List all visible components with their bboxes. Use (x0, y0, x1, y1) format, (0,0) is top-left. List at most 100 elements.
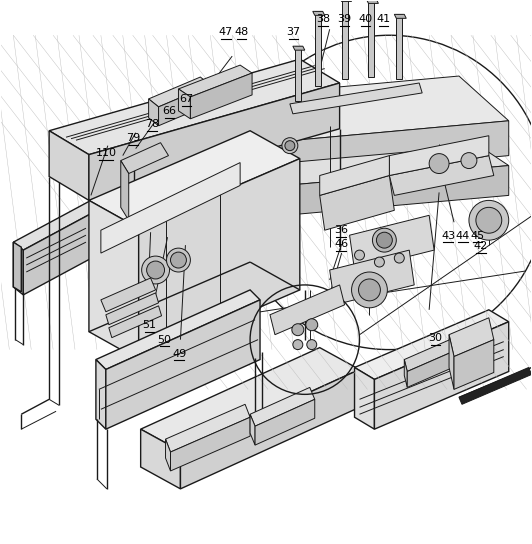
Polygon shape (285, 165, 509, 215)
Polygon shape (106, 293, 159, 325)
Polygon shape (375, 322, 509, 429)
Circle shape (394, 253, 404, 263)
Polygon shape (354, 368, 375, 429)
Polygon shape (320, 176, 394, 230)
Polygon shape (165, 404, 250, 452)
Text: 51: 51 (143, 320, 156, 330)
Polygon shape (190, 73, 252, 119)
Polygon shape (449, 318, 494, 356)
Polygon shape (255, 165, 285, 215)
Polygon shape (165, 439, 170, 471)
Circle shape (167, 248, 190, 272)
Text: 66: 66 (163, 106, 177, 116)
Text: 43: 43 (441, 231, 455, 240)
Circle shape (307, 339, 317, 350)
Polygon shape (320, 156, 389, 195)
Circle shape (292, 324, 304, 336)
Text: 42: 42 (473, 242, 488, 251)
Polygon shape (389, 135, 489, 176)
Polygon shape (240, 96, 290, 176)
Polygon shape (404, 360, 408, 387)
Polygon shape (148, 99, 159, 126)
Polygon shape (49, 59, 339, 154)
Circle shape (377, 232, 392, 248)
Polygon shape (121, 143, 169, 174)
Polygon shape (250, 414, 255, 445)
Polygon shape (89, 200, 139, 360)
Circle shape (461, 153, 477, 169)
Circle shape (375, 257, 385, 267)
Text: 67: 67 (180, 94, 194, 104)
Polygon shape (89, 83, 339, 200)
Polygon shape (389, 156, 494, 195)
Polygon shape (109, 306, 162, 338)
Text: 48: 48 (235, 27, 249, 37)
Polygon shape (290, 121, 509, 176)
Polygon shape (96, 290, 260, 369)
Polygon shape (315, 11, 321, 86)
Polygon shape (449, 335, 454, 390)
Circle shape (293, 339, 303, 350)
Circle shape (354, 250, 364, 260)
Text: 44: 44 (456, 231, 470, 240)
Polygon shape (454, 339, 494, 390)
Circle shape (352, 272, 387, 308)
Polygon shape (178, 65, 252, 97)
Text: 40: 40 (359, 14, 372, 24)
Polygon shape (106, 300, 260, 429)
Text: 45: 45 (471, 231, 485, 240)
Circle shape (282, 138, 298, 153)
Polygon shape (240, 76, 509, 141)
Polygon shape (270, 285, 345, 335)
Polygon shape (354, 310, 509, 379)
Polygon shape (148, 77, 210, 107)
Polygon shape (290, 83, 422, 114)
Polygon shape (159, 85, 210, 126)
Polygon shape (140, 429, 180, 489)
Text: 39: 39 (337, 14, 352, 24)
Polygon shape (23, 208, 101, 295)
Polygon shape (342, 0, 347, 79)
Text: 110: 110 (96, 149, 117, 158)
Polygon shape (396, 14, 402, 79)
Text: 47: 47 (219, 27, 233, 37)
Polygon shape (49, 131, 89, 200)
Polygon shape (295, 46, 301, 101)
Polygon shape (330, 250, 414, 305)
Text: 50: 50 (157, 335, 171, 344)
Polygon shape (101, 163, 240, 253)
Polygon shape (101, 278, 155, 312)
Text: 79: 79 (127, 133, 141, 143)
Polygon shape (367, 0, 378, 3)
Text: 36: 36 (334, 225, 348, 235)
Text: 49: 49 (172, 349, 186, 358)
Polygon shape (13, 242, 23, 295)
Text: 78: 78 (145, 119, 160, 129)
Text: 46: 46 (334, 239, 348, 249)
Polygon shape (339, 0, 352, 2)
Polygon shape (404, 336, 462, 372)
Circle shape (359, 279, 380, 301)
Polygon shape (96, 360, 106, 429)
Circle shape (306, 319, 318, 331)
Polygon shape (121, 160, 129, 220)
Circle shape (142, 256, 170, 284)
Text: 41: 41 (377, 14, 390, 24)
Text: 37: 37 (286, 27, 301, 37)
Polygon shape (255, 146, 509, 186)
Text: 38: 38 (316, 14, 330, 24)
Polygon shape (250, 387, 315, 426)
Polygon shape (89, 131, 300, 228)
Polygon shape (255, 399, 315, 445)
Polygon shape (313, 11, 325, 15)
Polygon shape (369, 0, 375, 77)
Polygon shape (139, 159, 300, 360)
Polygon shape (170, 417, 250, 471)
Polygon shape (408, 348, 462, 387)
Polygon shape (293, 46, 305, 50)
Polygon shape (459, 368, 531, 404)
Circle shape (372, 228, 396, 252)
Polygon shape (13, 242, 21, 292)
Text: 30: 30 (428, 333, 442, 343)
Circle shape (285, 141, 295, 151)
